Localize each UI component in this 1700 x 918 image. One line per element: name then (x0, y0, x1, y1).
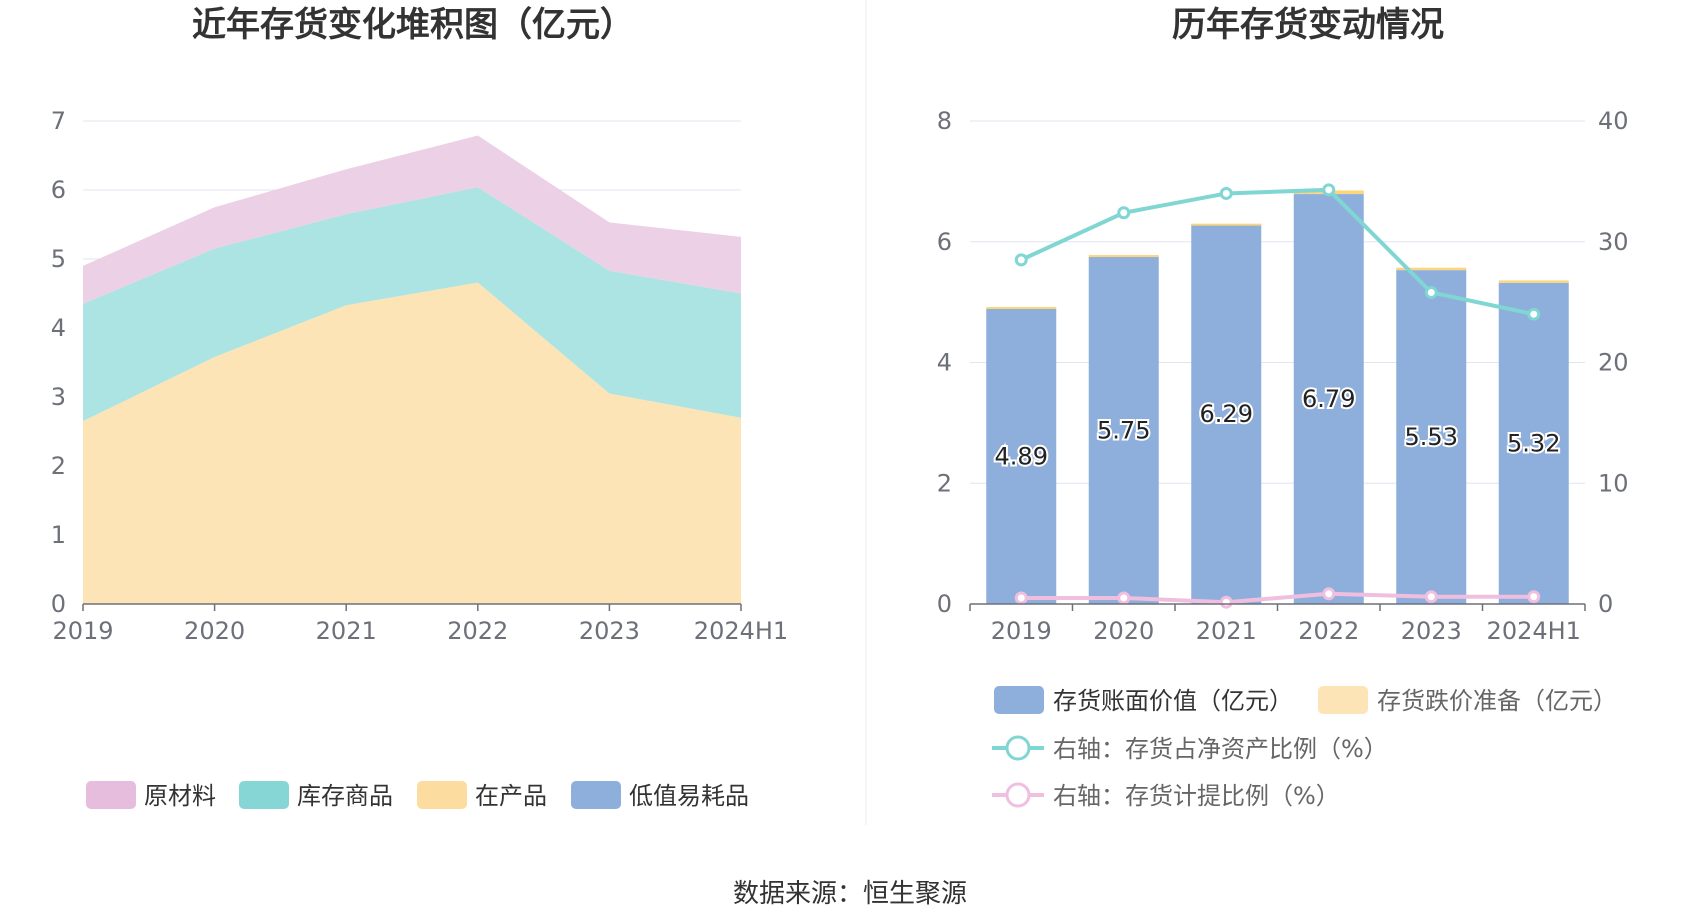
right-x-tick-label: 2020 (1093, 617, 1154, 645)
line-inventory-to-net-assets (1020, 187, 1535, 317)
bar-value-label: 6.29 (1200, 400, 1253, 428)
right-x-tick-label: 2019 (991, 617, 1052, 645)
bar-value-label: 6.79 (1302, 385, 1355, 413)
left-legend-swatch (571, 781, 621, 809)
bar-book-value (986, 308, 1057, 604)
line-point (1014, 591, 1028, 605)
right-y-tick-label: 6 (937, 228, 952, 256)
right-legend-label: 右轴：存货占净资产比例（%） (1053, 735, 1388, 763)
left-x-tick-label: 2021 (316, 617, 377, 645)
bar-impairment-reserve (1088, 255, 1159, 258)
bar-book-value (1396, 270, 1467, 604)
left-legend: 原材料 库存商品 在产品 低值易耗品 (86, 781, 749, 810)
left-legend-label: 低值易耗品 (629, 782, 749, 810)
right-y-tick-label: 4 (937, 349, 952, 377)
source-text: 数据来源：恒生聚源 (733, 879, 967, 909)
right-y-tick-label: 2 (937, 469, 952, 497)
bar-impairment-reserve (1396, 267, 1467, 271)
bar-book-value (1498, 282, 1569, 604)
right-x-tick-label: 2024H1 (1487, 617, 1581, 645)
right-axes: 2019 2020 2021 2022 2023 2024H1 (969, 603, 1586, 645)
line-point (1117, 206, 1131, 220)
line-point (1527, 307, 1541, 321)
bar-impairment-reserve (986, 306, 1057, 309)
right-x-tick-label: 2021 (1196, 617, 1257, 645)
left-axes: 2019 2020 2021 2022 2023 2024H1 (52, 603, 788, 645)
line-provision-ratio (1021, 591, 1534, 605)
left-y-tick-label: 3 (51, 383, 66, 411)
area-库存商品 (83, 187, 741, 422)
left-y-tick-label: 7 (51, 107, 66, 135)
right-y-tick-label: 0 (937, 590, 952, 618)
left-x-tick-label: 2023 (579, 617, 640, 645)
line-point (1527, 590, 1541, 604)
right-legend-label: 存货账面价值（亿元） (1053, 687, 1293, 715)
right-grid: 0 2 4 6 8 0 10 20 30 40 (937, 107, 1629, 618)
line-point (1322, 183, 1336, 197)
right-y2-tick-label: 20 (1598, 349, 1629, 377)
left-legend-swatch (86, 781, 136, 809)
left-y-tick-label: 4 (51, 314, 66, 342)
left-y-tick-label: 6 (51, 176, 66, 204)
left-legend-label: 在产品 (475, 782, 547, 810)
left-legend-label: 原材料 (144, 782, 216, 810)
right-legend-marker (1005, 782, 1031, 808)
left-legend-swatch (239, 781, 289, 809)
bar-value-label: 4.89 (995, 442, 1048, 470)
right-bars: 4.89 5.75 6.29 6.79 5.53 5.32 (986, 190, 1569, 604)
area-原材料 (83, 135, 741, 304)
right-legend-swatch (994, 686, 1044, 714)
right-y-tick-label: 8 (937, 107, 952, 135)
left-y-tick-label: 0 (51, 590, 66, 618)
line-point (1014, 253, 1028, 267)
right-legend: 存货账面价值（亿元） 存货跌价准备（亿元） 右轴：存货占净资产比例（%） 右轴：存货计… (992, 686, 1617, 810)
right-legend-swatch (1318, 686, 1368, 714)
line-point (1117, 591, 1131, 605)
left-y-tick-label: 5 (51, 245, 66, 273)
left-stacked-areas (83, 135, 741, 604)
right-x-tick-label: 2022 (1298, 617, 1359, 645)
bar-impairment-reserve (1191, 223, 1262, 226)
line-point (1219, 186, 1233, 200)
right-legend-label: 右轴：存货计提比例（%） (1053, 782, 1340, 810)
line-point (1424, 590, 1438, 604)
bar-impairment-reserve (1498, 280, 1569, 283)
bar-book-value (1088, 256, 1159, 604)
right-y2-tick-label: 10 (1598, 469, 1629, 497)
bar-value-label: 5.32 (1507, 429, 1560, 457)
left-legend-swatch (417, 781, 467, 809)
right-y2-tick-label: 30 (1598, 228, 1629, 256)
line-point (1219, 595, 1233, 609)
area-在产品 (83, 282, 741, 604)
left-x-tick-label: 2024H1 (694, 617, 788, 645)
right-legend-label: 存货跌价准备（亿元） (1377, 687, 1617, 715)
bar-book-value (1191, 224, 1262, 604)
right-legend-marker (1005, 735, 1031, 761)
line-point (1424, 285, 1438, 299)
right-y2-tick-label: 0 (1598, 590, 1613, 618)
bar-value-label: 5.75 (1097, 416, 1150, 444)
bar-book-value (1293, 194, 1364, 604)
right-x-tick-label: 2023 (1401, 617, 1462, 645)
left-legend-label: 库存商品 (297, 782, 393, 810)
left-chart-title: 近年存货变化堆积图（亿元） (192, 5, 634, 45)
right-chart-title: 历年存货变动情况 (1172, 5, 1444, 45)
line-point (1322, 587, 1336, 601)
left-x-tick-label: 2019 (52, 617, 113, 645)
bar-value-label: 5.53 (1405, 423, 1458, 451)
left-x-tick-label: 2020 (184, 617, 245, 645)
left-x-tick-label: 2022 (447, 617, 508, 645)
left-y-tick-label: 1 (51, 521, 66, 549)
left-y-tick-label: 2 (51, 452, 66, 480)
right-chart-panel: 历年存货变动情况 0 2 4 6 8 0 10 20 30 40 4.89 5.75 6.29 6.79… (937, 5, 1629, 810)
right-y2-tick-label: 40 (1598, 107, 1629, 135)
